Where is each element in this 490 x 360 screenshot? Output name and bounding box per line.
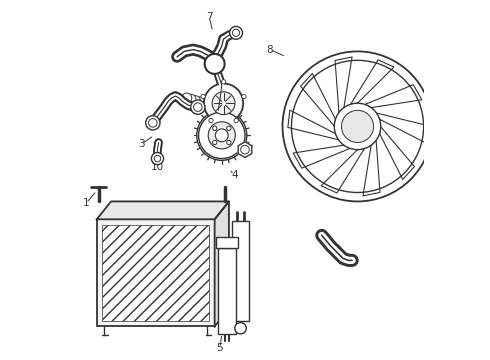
Bar	[102, 225, 209, 321]
Circle shape	[342, 111, 373, 143]
Circle shape	[190, 96, 200, 105]
Polygon shape	[293, 145, 350, 168]
Circle shape	[197, 111, 247, 160]
Circle shape	[213, 126, 217, 130]
Polygon shape	[376, 113, 427, 143]
Circle shape	[230, 26, 243, 39]
Bar	[218, 248, 236, 334]
Polygon shape	[365, 85, 422, 108]
Circle shape	[191, 100, 205, 114]
Circle shape	[235, 323, 246, 334]
Circle shape	[227, 126, 231, 130]
Polygon shape	[380, 127, 415, 179]
Circle shape	[213, 140, 217, 145]
Circle shape	[204, 84, 243, 123]
Circle shape	[182, 93, 192, 103]
Text: 8: 8	[267, 45, 273, 55]
Circle shape	[221, 80, 226, 84]
Circle shape	[234, 118, 238, 123]
Polygon shape	[335, 57, 352, 113]
Circle shape	[151, 153, 164, 165]
Polygon shape	[238, 142, 252, 157]
Circle shape	[201, 94, 205, 99]
Circle shape	[186, 94, 196, 104]
Circle shape	[227, 140, 231, 145]
Polygon shape	[97, 202, 229, 219]
Text: 4: 4	[231, 170, 238, 180]
Circle shape	[195, 97, 205, 107]
Circle shape	[215, 129, 228, 142]
Polygon shape	[215, 202, 229, 327]
Circle shape	[334, 103, 381, 150]
Polygon shape	[288, 110, 339, 140]
Circle shape	[212, 92, 235, 114]
Text: 7: 7	[206, 13, 213, 22]
Polygon shape	[300, 73, 336, 126]
Text: 6: 6	[227, 91, 234, 101]
Polygon shape	[363, 140, 380, 196]
Circle shape	[199, 98, 209, 108]
Circle shape	[209, 118, 213, 123]
Circle shape	[208, 122, 235, 149]
Circle shape	[242, 94, 246, 99]
Text: 2: 2	[335, 245, 341, 255]
Text: 3: 3	[138, 139, 145, 149]
Text: 9: 9	[220, 129, 227, 139]
Bar	[217, 237, 238, 248]
Circle shape	[198, 112, 245, 158]
Polygon shape	[351, 60, 394, 104]
Bar	[232, 221, 248, 321]
Text: 1: 1	[83, 198, 89, 208]
Circle shape	[205, 54, 224, 74]
Circle shape	[146, 116, 160, 130]
Bar	[97, 219, 215, 327]
Text: 5: 5	[217, 343, 223, 353]
Polygon shape	[321, 149, 365, 193]
Text: 10: 10	[151, 162, 164, 172]
